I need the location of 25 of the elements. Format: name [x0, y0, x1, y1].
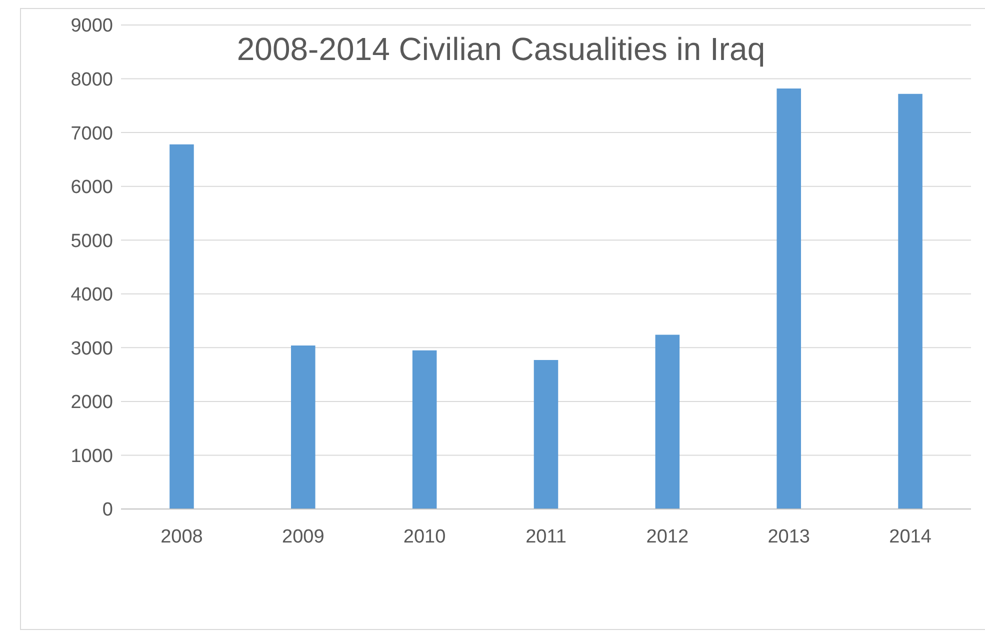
y-tick-label: 6000	[70, 177, 113, 198]
x-tick-label: 2014	[889, 526, 932, 548]
y-tick-label: 5000	[70, 230, 113, 252]
x-tick-label: 2013	[768, 526, 810, 548]
y-tick-label: 0	[102, 500, 113, 521]
x-tick-label: 2012	[646, 526, 689, 548]
bar	[170, 144, 194, 509]
y-tick-label: 7000	[70, 123, 113, 144]
bar	[412, 350, 437, 509]
y-tick-label: 3000	[70, 338, 113, 360]
x-tick-label: 2011	[526, 526, 566, 548]
y-tick-label: 9000	[70, 16, 113, 37]
y-tick-label: 4000	[70, 284, 113, 306]
bar	[898, 94, 922, 509]
bar	[776, 88, 801, 509]
y-tick-label: 2000	[70, 392, 113, 414]
x-tick-label: 2008	[160, 526, 203, 548]
bar	[534, 360, 558, 509]
bar	[655, 334, 680, 509]
chart-title: 2008-2014 Civilian Casualities in Iraq	[236, 31, 766, 68]
bar	[291, 346, 316, 509]
y-tick-label: 1000	[70, 446, 113, 467]
y-tick-label: 8000	[70, 70, 113, 91]
x-tick-label: 2010	[403, 526, 446, 548]
x-tick-label: 2009	[282, 526, 324, 548]
